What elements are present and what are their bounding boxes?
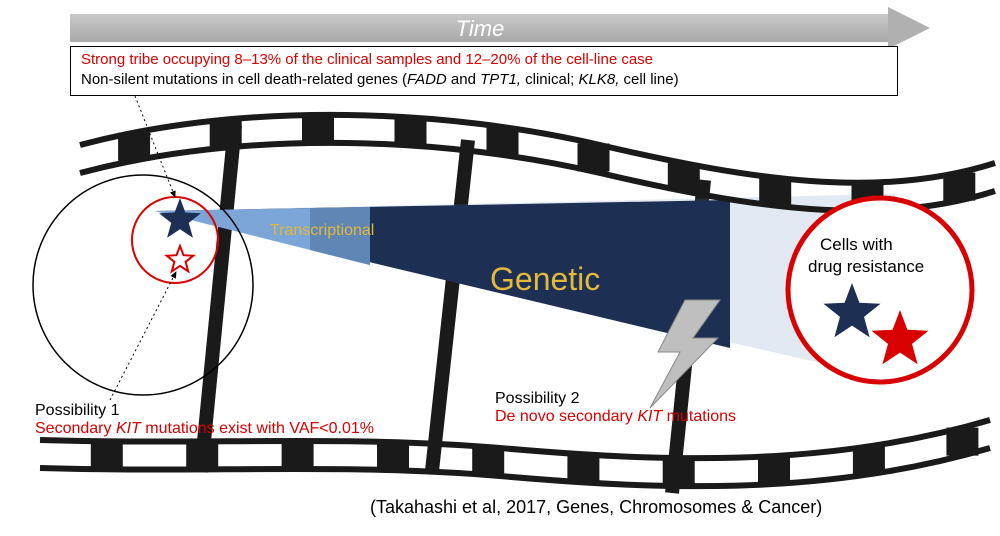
possibility-2: Possibility 2 De novo secondary KIT muta… xyxy=(495,390,736,426)
right-text-line1: Cells with xyxy=(820,235,893,254)
right-text-line2: drug resistance xyxy=(808,257,924,276)
possibility-2-text: De novo secondary KIT mutations xyxy=(495,408,736,426)
left-circle-group xyxy=(33,175,253,395)
poss1-post: mutations exist with VAF<0.01% xyxy=(141,420,374,437)
poss2-pre: De novo secondary xyxy=(495,408,637,425)
poss2-post: mutations xyxy=(662,408,736,425)
poss1-pre: Secondary xyxy=(35,420,116,437)
right-circle-group: Cells with drug resistance xyxy=(788,198,972,382)
possibility-1: Possibility 1 Secondary KIT mutations ex… xyxy=(35,402,374,438)
left-outline-circle xyxy=(33,175,253,395)
label-transcriptional: Transcriptional xyxy=(270,222,374,239)
possibility-1-text: Secondary KIT mutations exist with VAF<0… xyxy=(35,420,374,438)
expanding-triangle: Transcriptional Genetic xyxy=(155,194,895,380)
label-genetic: Genetic xyxy=(490,261,600,297)
citation: (Takahashi et al, 2017, Genes, Chromosom… xyxy=(370,497,822,518)
diagram-stage: Time Strong tribe occupying 8–13% of the… xyxy=(0,0,1000,536)
poss1-gene: KIT xyxy=(116,420,141,437)
possibility-1-title: Possibility 1 xyxy=(35,402,374,420)
main-svg: Transcriptional Genetic xyxy=(0,0,1000,536)
top-rail xyxy=(80,115,995,211)
possibility-2-title: Possibility 2 xyxy=(495,390,736,408)
poss2-gene: KIT xyxy=(637,408,662,425)
right-red-circle xyxy=(788,198,972,382)
